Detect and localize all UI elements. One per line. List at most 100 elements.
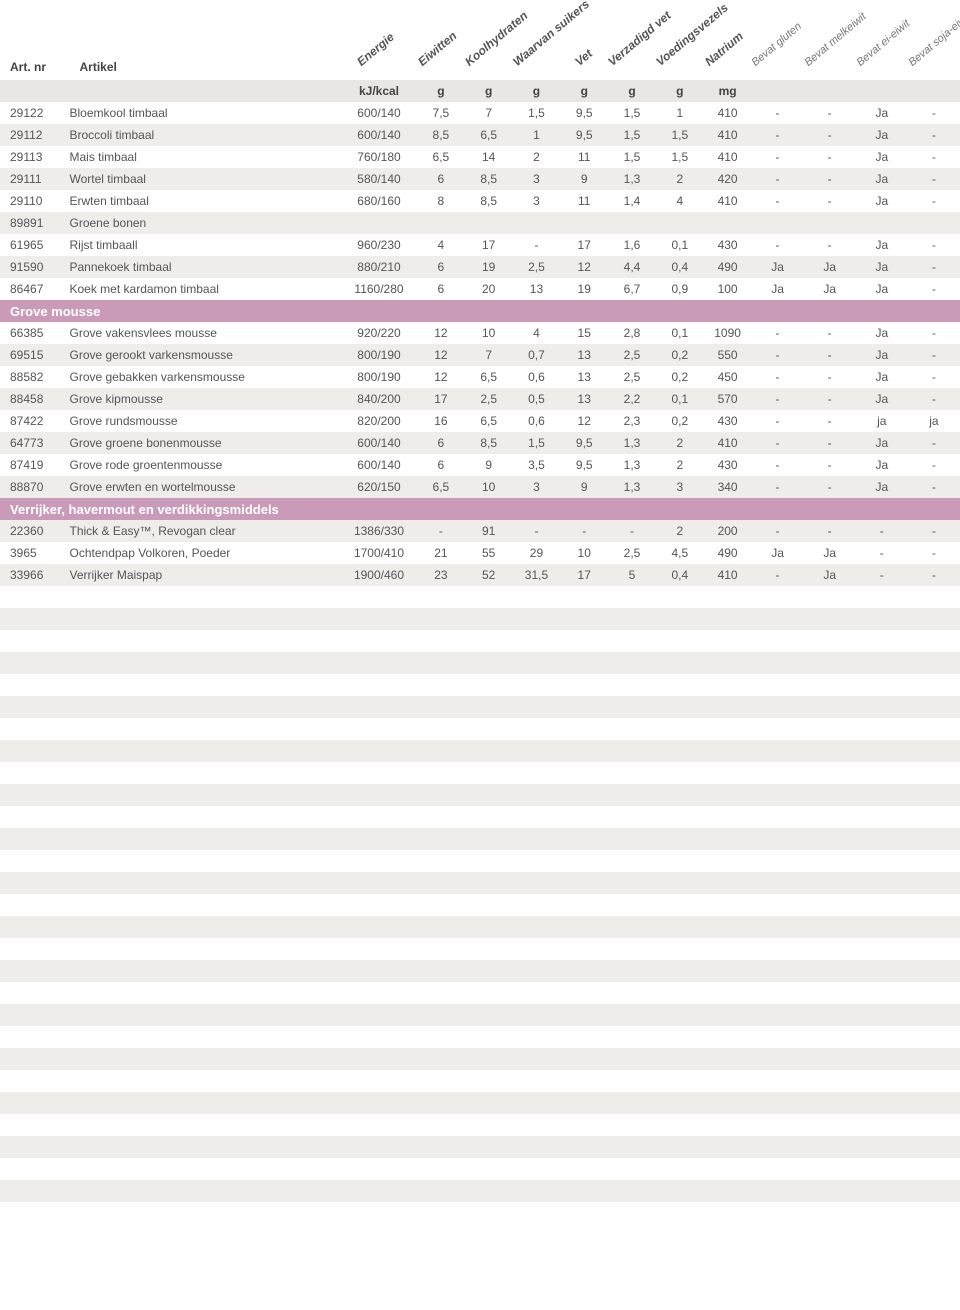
pad-cell <box>0 784 960 806</box>
col-satfat-label: Verzadigd vet <box>608 0 656 80</box>
cell-milk <box>804 212 856 234</box>
cell-egg: Ja <box>856 102 908 124</box>
cell-artikel: Grove gebakken varkensmousse <box>70 366 341 388</box>
cell-carbs: 19 <box>465 256 513 278</box>
pad-row <box>0 586 960 608</box>
cell-sugars: 31,5 <box>513 564 561 586</box>
cell-gluten: - <box>751 344 803 366</box>
cell-gluten: - <box>751 410 803 432</box>
cell-sugars: 3,5 <box>513 454 561 476</box>
cell-sodium: 490 <box>704 256 752 278</box>
cell-sodium: 450 <box>704 366 752 388</box>
cell-protein: 21 <box>417 542 465 564</box>
cell-sugars: 29 <box>513 542 561 564</box>
cell-protein: 6,5 <box>417 476 465 498</box>
cell-fat: 19 <box>560 278 608 300</box>
cell-sodium: 200 <box>704 520 752 542</box>
cell-protein: 4 <box>417 234 465 256</box>
cell-milk: - <box>804 190 856 212</box>
cell-artikel: Grove vakensvlees mousse <box>70 322 341 344</box>
nutrition-table-wrap: Art. nr Artikel Energie Eiwitten Koolhyd… <box>0 0 960 1202</box>
cell-gluten: - <box>751 234 803 256</box>
table-row: 64773Grove groene bonenmousse600/14068,5… <box>0 432 960 454</box>
cell-sugars: 3 <box>513 168 561 190</box>
cell-artnr: 86467 <box>0 278 70 300</box>
pad-cell <box>0 652 960 674</box>
nutrition-table: Art. nr Artikel Energie Eiwitten Koolhyd… <box>0 0 960 1202</box>
table-row: 29111Wortel timbaal580/14068,5391,32420-… <box>0 168 960 190</box>
cell-soy: - <box>908 476 960 498</box>
cell-protein: 6 <box>417 278 465 300</box>
cell-soy: - <box>908 388 960 410</box>
cell-fiber: 4 <box>656 190 704 212</box>
cell-carbs: 17 <box>465 234 513 256</box>
pad-row <box>0 1026 960 1048</box>
cell-soy: - <box>908 146 960 168</box>
cell-milk: Ja <box>804 564 856 586</box>
cell-egg: Ja <box>856 190 908 212</box>
cell-satfat: 1,3 <box>608 476 656 498</box>
cell-soy: - <box>908 454 960 476</box>
cell-sodium: 410 <box>704 564 752 586</box>
cell-carbs: 14 <box>465 146 513 168</box>
cell-gluten: Ja <box>751 278 803 300</box>
cell-milk: - <box>804 410 856 432</box>
cell-milk: Ja <box>804 256 856 278</box>
cell-artikel: Grove erwten en wortelmousse <box>70 476 341 498</box>
cell-artnr: 3965 <box>0 542 70 564</box>
cell-satfat: 1,5 <box>608 146 656 168</box>
cell-fat: 12 <box>560 410 608 432</box>
cell-fiber: 2 <box>656 454 704 476</box>
cell-sodium: 410 <box>704 190 752 212</box>
cell-soy: - <box>908 344 960 366</box>
col-milk-label: Bevat melkeiwit <box>804 0 856 80</box>
pad-row <box>0 674 960 696</box>
cell-fiber: 1 <box>656 102 704 124</box>
cell-satfat: 2,5 <box>608 542 656 564</box>
cell-sodium: 570 <box>704 388 752 410</box>
cell-artikel: Grove groene bonenmousse <box>70 432 341 454</box>
cell-fiber <box>656 212 704 234</box>
cell-fiber: 0,1 <box>656 388 704 410</box>
table-row: 29112Broccoli timbaal600/1408,56,519,51,… <box>0 124 960 146</box>
cell-gluten <box>751 212 803 234</box>
cell-sodium: 1090 <box>704 322 752 344</box>
col-artikel-unit <box>70 80 341 102</box>
table-row: 29110Erwten timbaal680/16088,53111,44410… <box>0 190 960 212</box>
table-row: 88582Grove gebakken varkensmousse800/190… <box>0 366 960 388</box>
table-row: 61965Rijst timbaall960/230417-171,60,143… <box>0 234 960 256</box>
cell-energy: 580/140 <box>341 168 417 190</box>
cell-sugars: 1,5 <box>513 432 561 454</box>
cell-soy: - <box>908 520 960 542</box>
pad-row <box>0 1048 960 1070</box>
cell-fiber: 0,4 <box>656 564 704 586</box>
cell-milk: - <box>804 520 856 542</box>
table-header: Art. nr Artikel Energie Eiwitten Koolhyd… <box>0 0 960 102</box>
cell-sodium: 410 <box>704 102 752 124</box>
cell-egg: Ja <box>856 146 908 168</box>
pad-row <box>0 806 960 828</box>
cell-milk: Ja <box>804 542 856 564</box>
pad-cell <box>0 696 960 718</box>
cell-artnr: 88870 <box>0 476 70 498</box>
pad-row <box>0 1092 960 1114</box>
cell-satfat: 1,6 <box>608 234 656 256</box>
cell-energy: 600/140 <box>341 124 417 146</box>
cell-carbs <box>465 212 513 234</box>
col-satfat-unit: g <box>608 80 656 102</box>
section-header: Grove mousse <box>0 300 960 322</box>
pad-cell <box>0 630 960 652</box>
cell-protein <box>417 212 465 234</box>
section-label: Verrijker, havermout en verdikkingsmidde… <box>0 498 960 520</box>
cell-egg: Ja <box>856 344 908 366</box>
cell-fat <box>560 212 608 234</box>
cell-artnr: 88458 <box>0 388 70 410</box>
col-protein-label: Eiwitten <box>417 0 465 80</box>
col-soy-label: Bevat soja-eiwit <box>908 0 960 80</box>
cell-fat: 9 <box>560 476 608 498</box>
pad-cell <box>0 674 960 696</box>
table-row: 69515Grove gerookt varkensmousse800/1901… <box>0 344 960 366</box>
cell-protein: 23 <box>417 564 465 586</box>
cell-soy: - <box>908 124 960 146</box>
pad-cell <box>0 828 960 850</box>
